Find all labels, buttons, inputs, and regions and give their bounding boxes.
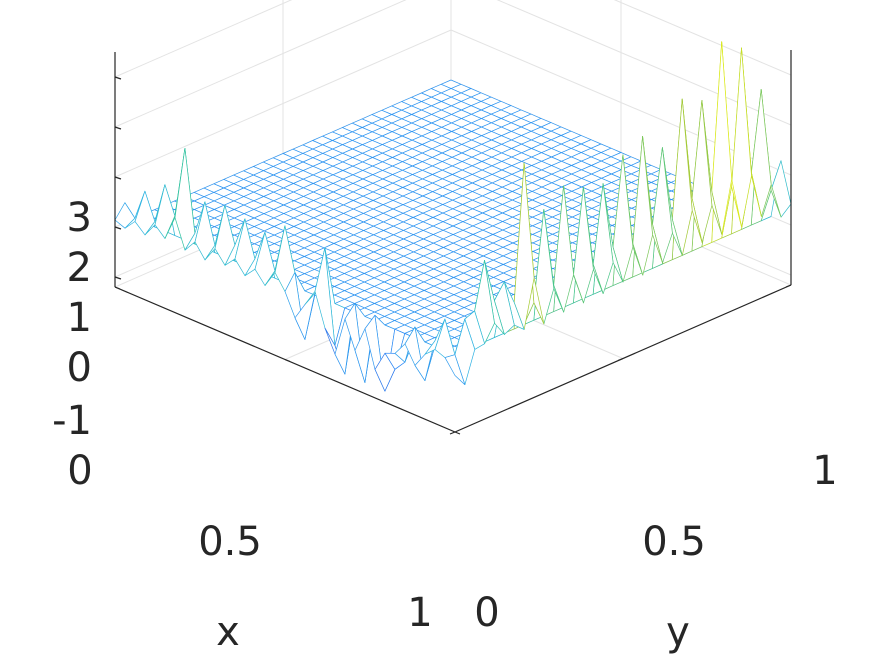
grid-line [114, 29, 452, 178]
grid-line [114, 0, 407, 128]
y-tick-mark [785, 284, 792, 288]
grid-line [496, 0, 792, 126]
mesh-cell [770, 160, 792, 218]
y-tick-label: 1 [812, 448, 837, 494]
y-axis-label: y [666, 609, 690, 655]
z-tick-mark [114, 226, 122, 230]
x-tick-mark [284, 358, 291, 363]
z-tick-mark [114, 126, 122, 130]
x-tick-mark [114, 286, 121, 290]
mesh-cell [114, 202, 136, 229]
x-tick-label: 0.5 [198, 519, 262, 565]
surface-mesh [114, 41, 792, 392]
grid-line [114, 0, 293, 78]
x-tick-mark [454, 431, 461, 435]
mesh-cell [444, 354, 466, 386]
z-tick-mark [114, 276, 122, 280]
axis-box [114, 50, 792, 435]
y-tick-mark [449, 431, 456, 435]
z-tick-label: 3 [67, 195, 92, 241]
y-tick-mark [617, 357, 624, 362]
z-tick-label: 0 [67, 345, 92, 391]
grid-line [613, 0, 792, 76]
y-tick-label: 0.5 [642, 519, 706, 565]
z-tick-label: 1 [67, 295, 92, 341]
z-tick-label: -1 [52, 398, 92, 444]
z-tick-label: 2 [67, 245, 92, 291]
x-tick-label: 0 [67, 448, 92, 494]
x-axis-label: x [216, 609, 240, 655]
z-tick-mark [114, 76, 122, 80]
z-tick-mark [114, 176, 122, 180]
y-tick-label: 0 [474, 590, 499, 636]
x-tick-label: 1 [407, 590, 432, 636]
